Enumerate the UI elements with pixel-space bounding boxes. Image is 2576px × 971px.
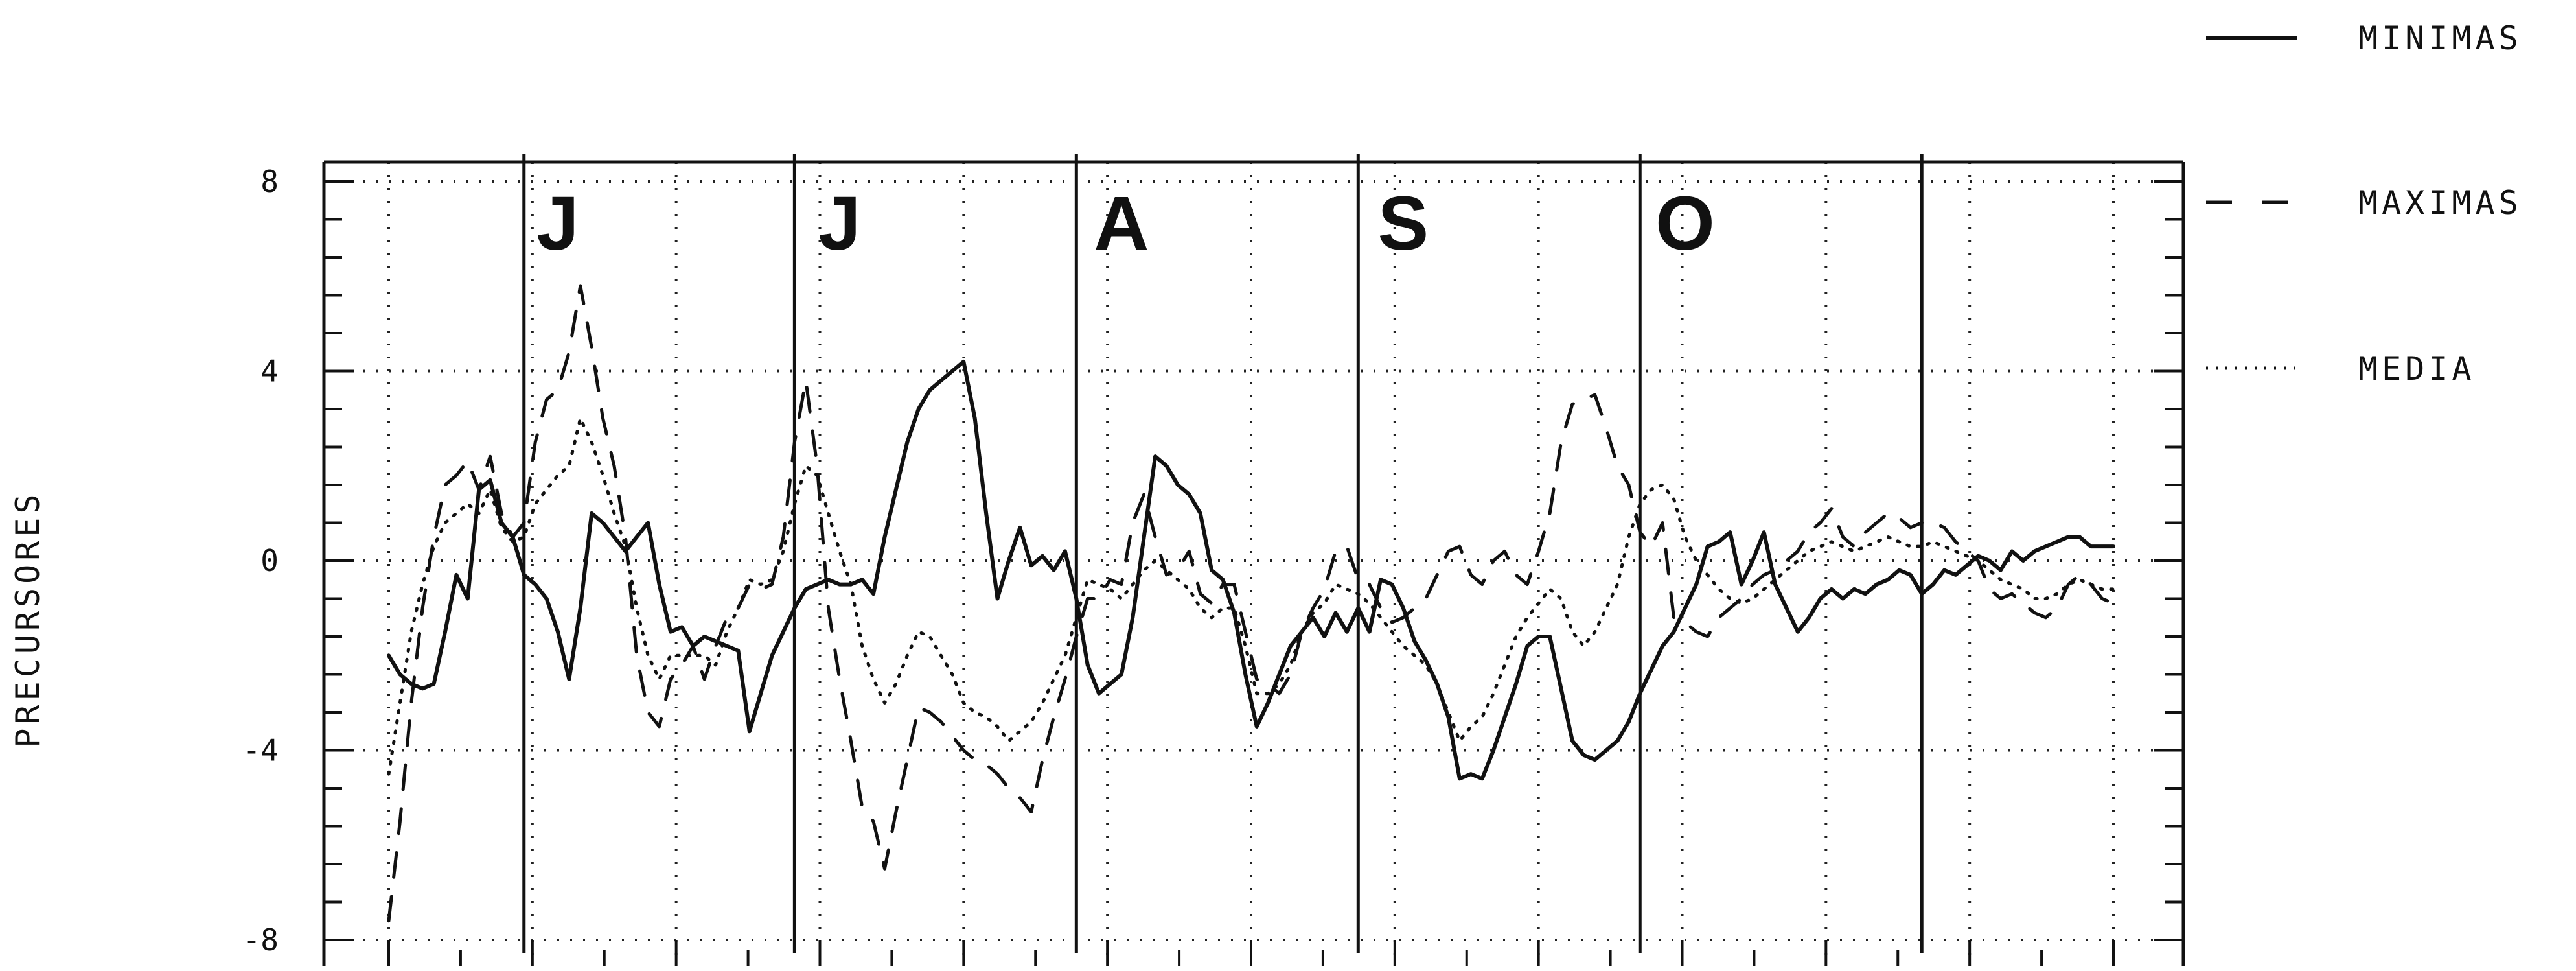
- month-boundaries: [522, 154, 1924, 953]
- month-label-2: A: [1094, 181, 1149, 266]
- month-label-1: J: [818, 181, 861, 266]
- series-line-media: [387, 417, 2115, 776]
- legend: MINIMAS MAXIMAS MEDIA: [2206, 19, 2522, 388]
- grid: [324, 162, 2183, 966]
- y-tick-label-1: 4: [260, 354, 279, 389]
- legend-label-minimas: MINIMAS: [2358, 19, 2522, 57]
- series-line-maximas: [387, 284, 2115, 923]
- y-tick-label-0: 8: [260, 164, 279, 199]
- month-label-3: S: [1378, 181, 1429, 266]
- series-lines: [387, 284, 2115, 923]
- plot-frame: [322, 160, 2185, 966]
- month-label-0: J: [536, 181, 579, 266]
- y-axis-label: PRECURSORES: [9, 490, 47, 747]
- series-line-minimas: [387, 359, 2115, 781]
- legend-label-media: MEDIA: [2358, 350, 2476, 388]
- legend-label-maximas: MAXIMAS: [2358, 184, 2522, 222]
- y-tick-label-4: -8: [243, 922, 279, 957]
- month-label-4: O: [1655, 181, 1715, 266]
- y-tick-label-3: -4: [243, 733, 279, 768]
- x-axis: [387, 940, 2115, 966]
- y-axis: 8 4 0 -4 -8: [243, 164, 2183, 957]
- y-tick-label-2: 0: [260, 543, 279, 578]
